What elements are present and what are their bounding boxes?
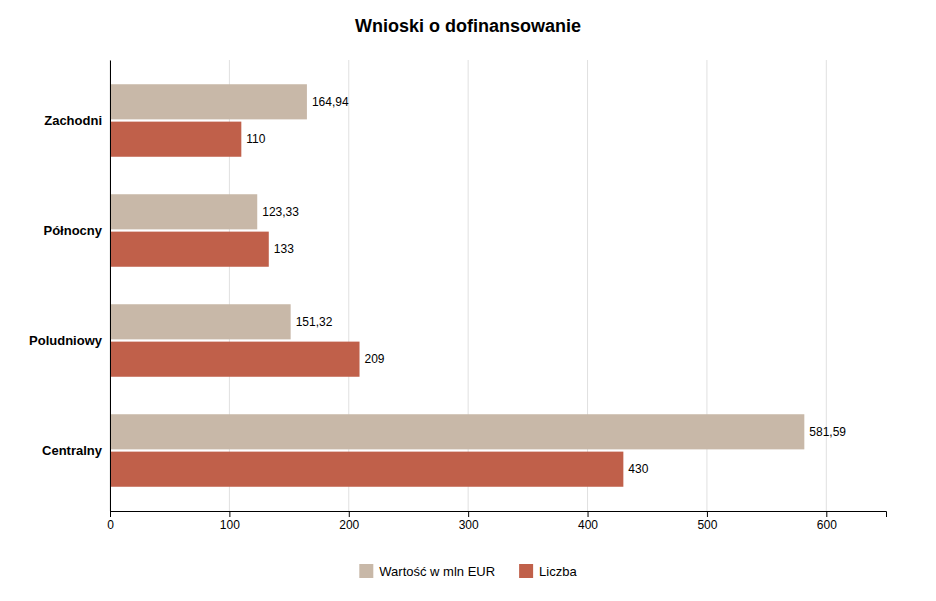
x-tick-label: 200 [339,518,359,532]
x-tick: 100 [220,511,240,532]
x-tick: 600 [817,511,837,532]
y-tick-label: Północny [43,223,102,238]
title: Wnioski o dofinansowanie [355,16,581,36]
data-label: 430 [628,462,648,476]
data-label: 151,32 [296,315,333,329]
bar [110,122,241,157]
data-label: 209 [365,352,385,366]
x-tick-mark [707,511,708,517]
legend-item: Wartość w mln EUR [359,564,495,579]
data-label: 123,33 [262,205,299,219]
legend-label: Wartość w mln EUR [379,564,495,579]
x-axis-line [111,512,887,518]
data-labels: 581,59 151,32 123,33 164,94 430 209 133 110 [246,95,846,476]
x-tick: 400 [578,511,598,532]
x-tick-mark [229,511,230,517]
chart: Wnioski o dofinansowanie 581,59 151,32 123,… [0,0,936,601]
bar [110,414,804,449]
y-axis: Centralny Poludniowy Północny Zachodni [29,61,110,512]
y-tick: Centralny [42,443,110,458]
legend-swatch [519,564,533,578]
y-tick: Zachodni [44,113,110,128]
x-tick-mark [468,511,469,517]
x-tick: 300 [459,511,479,532]
grid-line [110,60,111,511]
x-tick-mark [349,511,350,517]
x-tick-label: 0 [107,518,114,532]
x-tick-label: 600 [817,518,837,532]
x-tick: 0 [107,511,114,532]
bar [110,452,623,487]
data-label: 164,94 [312,95,349,109]
x-tick-label: 100 [220,518,240,532]
grid [110,60,826,511]
x-tick-mark [826,511,827,517]
legend-label: Liczba [539,564,577,579]
data-label: 110 [246,132,265,146]
legend-swatch [359,564,373,578]
x-tick: 200 [339,511,359,532]
plot: 581,59 151,32 123,33 164,94 430 209 133 110 0 100… [29,60,886,532]
x-tick-label: 500 [697,518,717,532]
y-tick: Poludniowy [29,333,110,348]
grid-line [826,60,827,511]
x-tick-label: 400 [578,518,598,532]
y-tick: Północny [43,223,110,238]
bar [110,342,360,377]
bars [110,84,804,487]
y-tick-label: Poludniowy [29,333,103,348]
y-tick-label: Centralny [42,443,103,458]
x-tick-label: 300 [459,518,479,532]
y-tick-label: Zachodni [44,113,102,128]
legend-item: Liczba [519,564,577,579]
x-tick-mark [110,511,111,517]
bar [110,232,269,267]
bar [110,84,307,119]
data-label: 581,59 [809,425,846,439]
legend: Wartość w mln EUR Liczba [359,564,577,579]
x-tick-mark [588,511,589,517]
bar [110,194,257,229]
x-axis: 0 100 200 300 400 500 600 [107,511,886,532]
data-label: 133 [274,242,294,256]
x-tick: 500 [697,511,717,532]
bar [110,304,291,339]
y-axis-line [110,61,111,512]
